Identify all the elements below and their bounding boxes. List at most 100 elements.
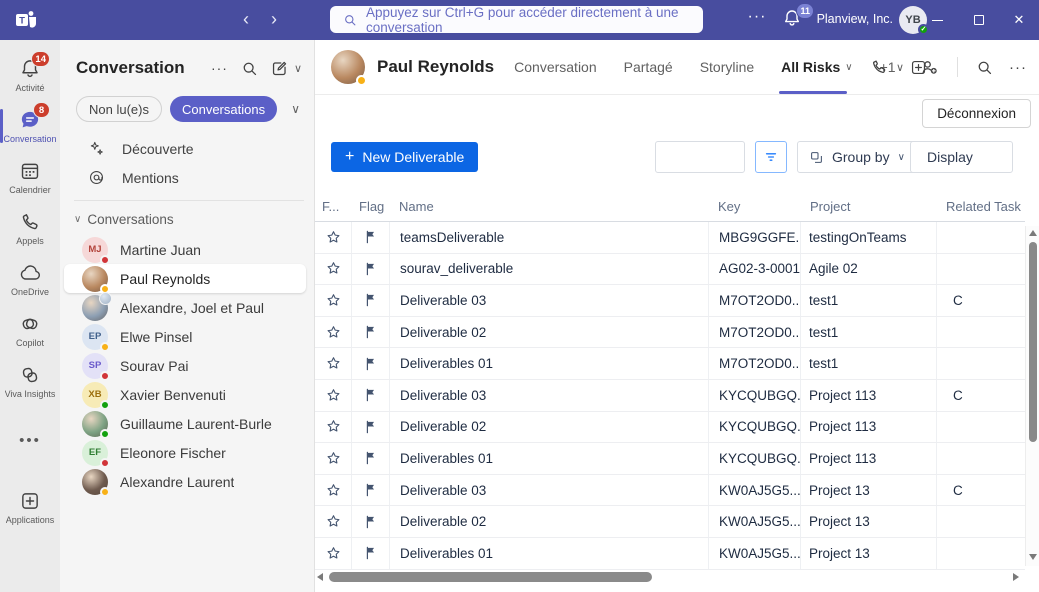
disconnect-button[interactable]: Déconnexion (922, 99, 1031, 128)
sidebar-more-icon[interactable]: ··· (211, 60, 228, 76)
tab-label: All Risks (781, 59, 840, 75)
call-chevron-down-icon[interactable]: ∨ (896, 61, 904, 74)
favorite-star-icon[interactable] (315, 254, 352, 285)
notifications-bell-icon[interactable]: 11 (782, 8, 808, 32)
table-row[interactable]: Deliverables 01KW0AJ5G5...Project 13 (315, 538, 1025, 570)
chat-list-item[interactable]: XBXavier Benvenuti (64, 380, 306, 409)
flag-icon[interactable] (352, 380, 390, 411)
chat-list-item[interactable]: EPElwe Pinsel (64, 322, 306, 351)
table-row[interactable]: Deliverable 02KW0AJ5G5...Project 13 (315, 506, 1025, 538)
favorite-star-icon[interactable] (315, 538, 352, 569)
filter-button[interactable] (755, 141, 787, 173)
scroll-left-arrow[interactable] (317, 573, 323, 581)
tab-storyline[interactable]: Storyline (700, 40, 754, 94)
display-button[interactable]: Display (910, 141, 1013, 173)
favorite-star-icon[interactable] (315, 443, 352, 474)
rail-item-applications[interactable]: Applications (0, 482, 60, 532)
sidebar-item-mentions[interactable]: Mentions (60, 163, 314, 192)
svg-text:T: T (19, 16, 25, 27)
chat-search-icon[interactable] (976, 59, 993, 76)
vertical-scrollbar[interactable] (1025, 226, 1039, 566)
scroll-down-arrow[interactable] (1029, 554, 1037, 560)
favorite-star-icon[interactable] (315, 317, 352, 348)
chat-list-item[interactable]: EFEleonore Fischer (64, 438, 306, 467)
table-row[interactable]: Deliverable 02M7OT2OD0...test1 (315, 317, 1025, 349)
rail-item-chat[interactable]: 8Conversation (0, 101, 60, 151)
filter-unread-pill[interactable]: Non lu(e)s (76, 96, 162, 122)
sidebar-item-discover[interactable]: Découverte (60, 134, 314, 163)
cell-related-task (937, 317, 1025, 348)
compose-icon[interactable] (271, 60, 288, 77)
new-deliverable-button[interactable]: + New Deliverable (331, 142, 478, 172)
chat-title: Paul Reynolds (377, 57, 494, 77)
window-minimize-button[interactable] (918, 0, 956, 40)
tab-all-risks[interactable]: All Risks∨ (781, 40, 852, 94)
favorite-star-icon[interactable] (315, 222, 352, 253)
tab-conversation[interactable]: Conversation (514, 40, 597, 94)
window-maximize-button[interactable] (960, 0, 998, 40)
table-search-input[interactable] (655, 141, 745, 173)
rail-item-copilot[interactable]: Copilot (0, 305, 60, 355)
chat-list-item[interactable]: SPSourav Pai (64, 351, 306, 380)
titlebar-more-icon[interactable]: ··· (744, 8, 770, 26)
chat-list-item[interactable]: Paul Reynolds (64, 264, 306, 293)
chat-list-item[interactable]: MJMartine Juan (64, 235, 306, 264)
window-close-button[interactable]: ✕ (1000, 0, 1038, 40)
filters-chevron-down-icon[interactable]: ∨ (291, 102, 300, 116)
compose-chevron-down-icon[interactable]: ∨ (294, 62, 302, 75)
chat-more-icon[interactable]: ··· (1009, 59, 1027, 76)
flag-icon[interactable] (352, 443, 390, 474)
favorite-star-icon[interactable] (315, 380, 352, 411)
group-by-button[interactable]: Group by ∨ (797, 141, 917, 173)
cell-project: Project 113 (801, 412, 937, 443)
table-row[interactable]: Deliverable 03M7OT2OD0...test1C (315, 285, 1025, 317)
org-name[interactable]: Planview, Inc. (815, 12, 893, 26)
favorite-star-icon[interactable] (315, 506, 352, 537)
flag-icon[interactable] (352, 412, 390, 443)
chat-list-item[interactable]: Guillaume Laurent-Burle (64, 409, 306, 438)
cell-related-task: C (937, 380, 1025, 411)
flag-icon[interactable] (352, 317, 390, 348)
flag-icon[interactable] (352, 285, 390, 316)
sidebar-search-icon[interactable] (241, 60, 258, 77)
rail-item-activity[interactable]: 14Activité (0, 50, 60, 100)
table-row[interactable]: Deliverable 03KYCQUBGQ...Project 113C (315, 380, 1025, 412)
favorite-star-icon[interactable] (315, 475, 352, 506)
rail-item-calls[interactable]: Appels (0, 203, 60, 253)
rail-item-onedrive[interactable]: OneDrive (0, 254, 60, 304)
horizontal-scroll-thumb[interactable] (329, 572, 652, 582)
rail-item-more-apps[interactable]: ••• (0, 419, 60, 469)
table-row[interactable]: Deliverable 03KW0AJ5G5...Project 13C (315, 475, 1025, 507)
chat-avatar[interactable] (331, 50, 365, 84)
favorite-star-icon[interactable] (315, 285, 352, 316)
section-chevron-icon[interactable]: ∨ (74, 214, 81, 225)
nav-back-icon[interactable]: ‹ (243, 8, 249, 30)
vertical-scroll-thumb[interactable] (1029, 242, 1037, 442)
chat-list-item[interactable]: Alexandre, Joel et Paul (64, 293, 306, 322)
add-people-button[interactable] (920, 58, 939, 77)
call-button[interactable] (870, 58, 888, 76)
flag-icon[interactable] (352, 254, 390, 285)
rail-item-calendar[interactable]: Calendrier (0, 152, 60, 202)
table-row[interactable]: Deliverables 01M7OT2OD0...test1 (315, 348, 1025, 380)
flag-icon[interactable] (352, 475, 390, 506)
favorite-star-icon[interactable] (315, 412, 352, 443)
flag-icon[interactable] (352, 348, 390, 379)
nav-forward-icon[interactable]: › (271, 8, 277, 30)
scroll-up-arrow[interactable] (1029, 230, 1037, 236)
table-row[interactable]: teamsDeliverableMBG9GGFE...testingOnTeam… (315, 222, 1025, 254)
chat-list-item[interactable]: Alexandre Laurent (64, 467, 306, 496)
tab-partag-[interactable]: Partagé (624, 40, 673, 94)
global-search-input[interactable]: Appuyez sur Ctrl+G pour accéder directem… (330, 6, 703, 33)
flag-icon[interactable] (352, 538, 390, 569)
horizontal-scrollbar[interactable] (317, 571, 1019, 583)
favorite-star-icon[interactable] (315, 348, 352, 379)
table-row[interactable]: Deliverables 01KYCQUBGQ...Project 113 (315, 443, 1025, 475)
flag-icon[interactable] (352, 222, 390, 253)
scroll-right-arrow[interactable] (1013, 573, 1019, 581)
filter-conversations-pill[interactable]: Conversations (170, 96, 277, 122)
table-row[interactable]: Deliverable 02KYCQUBGQ...Project 113 (315, 412, 1025, 444)
table-row[interactable]: sourav_deliverableAG02-3-0001Agile 02 (315, 254, 1025, 286)
rail-item-viva[interactable]: Viva Insights (0, 356, 60, 406)
flag-icon[interactable] (352, 506, 390, 537)
